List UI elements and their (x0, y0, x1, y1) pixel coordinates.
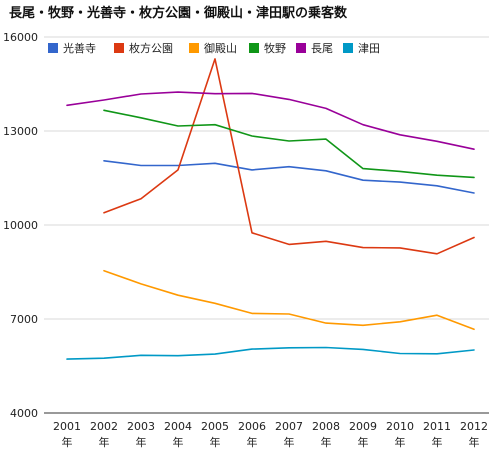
series-line-4 (66, 91, 475, 150)
x-tick-label: 2004 (164, 420, 192, 433)
legend-label: 枚方公園 (129, 41, 173, 55)
chart-title: 長尾・牧野・光善寺・枚方公園・御殿山・津田駅の乗客数 (9, 5, 348, 21)
axis-layer: 4000 7000 10000 13000 16000 2001 年 2002 年 2003 年 20… (3, 31, 489, 449)
x-tick-label: 2008 (312, 420, 340, 433)
legend-swatch (296, 43, 306, 53)
y-tick-label: 10000 (3, 219, 38, 232)
x-tick-suffix: 年 (99, 435, 110, 449)
series-line-2 (103, 269, 475, 331)
x-tick-suffix: 年 (432, 435, 443, 449)
x-tick-suffix: 年 (247, 435, 258, 449)
x-tick-label: 2010 (386, 420, 414, 433)
x-tick-label: 2005 (201, 420, 229, 433)
legend-swatch (249, 43, 259, 53)
x-tick-suffix: 年 (395, 435, 406, 449)
legend-swatch (343, 43, 353, 53)
legend-label: 牧野 (264, 41, 286, 55)
x-tick-suffix: 年 (358, 435, 369, 449)
x-tick-label: 2011 (423, 420, 451, 433)
series-layer (66, 58, 475, 360)
legend-swatch (114, 43, 124, 53)
x-tick-suffix: 年 (62, 435, 73, 449)
series-line-0 (103, 160, 475, 194)
x-tick-label: 2007 (275, 420, 303, 433)
legend-swatch (48, 43, 58, 53)
x-tick-label: 2001 (53, 420, 81, 433)
y-tick-label: 4000 (10, 407, 38, 420)
legend-label: 津田 (358, 42, 380, 55)
y-tick-label: 16000 (3, 31, 38, 44)
legend-label: 御殿山 (204, 41, 237, 55)
series-line-5 (66, 346, 475, 360)
series-line-3 (103, 109, 475, 179)
legend-label: 長尾 (311, 42, 333, 55)
x-tick-suffix: 年 (173, 435, 184, 449)
legend-label: 光善寺 (63, 41, 96, 55)
legend-swatch (189, 43, 199, 53)
y-tick-label: 13000 (3, 125, 38, 138)
x-tick-label: 2003 (127, 420, 155, 433)
y-tick-label: 7000 (10, 313, 38, 326)
x-tick-suffix: 年 (284, 435, 295, 449)
x-tick-suffix: 年 (210, 435, 221, 449)
x-tick-label: 2006 (238, 420, 266, 433)
x-tick-label: 2009 (349, 420, 377, 433)
x-tick-suffix: 年 (321, 435, 332, 449)
x-tick-label: 2002 (90, 420, 118, 433)
legend: 光善寺 枚方公園 御殿山 牧野 長尾 津田 (48, 41, 380, 55)
x-tick-suffix: 年 (469, 435, 480, 449)
x-tick-label: 2012 (460, 420, 488, 433)
series-line-1 (103, 58, 475, 255)
x-tick-suffix: 年 (136, 435, 147, 449)
